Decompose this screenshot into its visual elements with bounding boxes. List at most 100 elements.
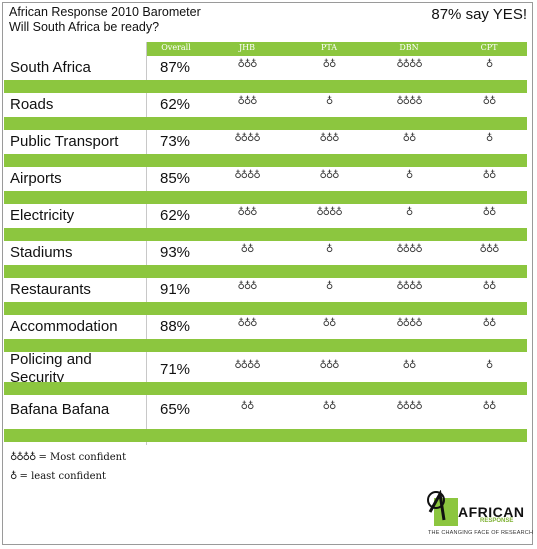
col-overall: Overall	[161, 43, 191, 52]
table-header: Overall JHB PTA DBN CPT	[4, 42, 527, 56]
overall-percent: 62%	[160, 207, 191, 224]
confidence-icons-dbn: ♁♁♁♁	[396, 96, 422, 107]
confidence-icons-dbn: ♁♁♁♁	[396, 281, 422, 292]
table-row: Public Transport 73% ♁♁♁♁ ♁♁♁ ♁♁ ♁	[4, 130, 527, 154]
confidence-icons-pta: ♁	[325, 281, 333, 292]
confidence-icons-pta: ♁	[325, 96, 333, 107]
confidence-icons-pta: ♁♁♁	[319, 170, 340, 181]
confidence-icons-jhb: ♁♁♁♁	[234, 170, 260, 181]
overall-percent: 73%	[160, 133, 191, 150]
confidence-icons-cpt: ♁♁♁	[479, 244, 500, 255]
confidence-icons-dbn: ♁♁♁♁	[396, 59, 422, 70]
confidence-icons-dbn: ♁♁♁♁	[396, 401, 422, 412]
confidence-icons-cpt: ♁♁	[482, 96, 497, 107]
row-label: Accommodation	[10, 318, 118, 335]
confidence-icons-dbn: ♁	[405, 170, 413, 181]
confidence-icons-dbn: ♁	[405, 207, 413, 218]
overall-percent: 71%	[160, 361, 191, 378]
logo-mark-icon	[427, 490, 458, 526]
confidence-icons-pta: ♁♁	[322, 401, 337, 412]
headline-stat: 87% say YES!	[431, 6, 527, 23]
confidence-icons-cpt: ♁	[485, 59, 493, 70]
row-separator-bar	[4, 154, 527, 167]
row-label-line-2: Security	[10, 369, 65, 386]
row-label: Public Transport	[10, 133, 119, 150]
confidence-icons-pta: ♁♁♁♁	[316, 207, 342, 218]
legend-least: ♁ = least confident	[10, 471, 106, 482]
confidence-icons-cpt: ♁♁	[482, 401, 497, 412]
row-label: Roads	[10, 96, 54, 113]
row-label: South Africa	[10, 59, 91, 76]
row-separator-bar	[4, 117, 527, 130]
row-label: Bafana Bafana	[10, 401, 110, 418]
african-response-logo: AFRICAN RESPONSE THE CHANGING FACE OF RE…	[420, 488, 534, 540]
table-row: Policing and Security 71% ♁♁♁♁ ♁♁♁ ♁♁ ♁	[4, 351, 527, 388]
confidence-icons-cpt: ♁♁	[482, 318, 497, 329]
logo-tagline: THE CHANGING FACE OF RESEARCH	[428, 530, 534, 536]
row-separator-bar	[4, 382, 527, 395]
row-separator-bar	[4, 429, 527, 442]
table-row: Restaurants 91% ♁♁♁ ♁ ♁♁♁♁ ♁♁	[4, 278, 527, 302]
icon-most: ♁♁♁♁	[10, 452, 36, 463]
confidence-icons-pta: ♁♁	[322, 318, 337, 329]
table-row: Electricity 62% ♁♁♁ ♁♁♁♁ ♁ ♁♁	[4, 204, 527, 228]
confidence-icons-jhb: ♁♁♁	[237, 318, 258, 329]
row-separator-bar	[4, 191, 527, 204]
legend-most-text: = Most confident	[38, 452, 127, 463]
confidence-icons-jhb: ♁♁♁♁	[234, 360, 260, 371]
table-row: Stadiums 93% ♁♁ ♁ ♁♁♁♁ ♁♁♁	[4, 241, 527, 265]
confidence-icons-pta: ♁♁♁	[319, 360, 340, 371]
confidence-icons-jhb: ♁♁♁	[237, 96, 258, 107]
overall-percent: 91%	[160, 281, 191, 298]
table-row: Accommodation 88% ♁♁♁ ♁♁ ♁♁♁♁ ♁♁	[4, 315, 527, 339]
overall-percent: 88%	[160, 318, 191, 335]
row-label: Stadiums	[10, 244, 73, 261]
confidence-icons-pta: ♁♁	[322, 59, 337, 70]
overall-percent: 65%	[160, 401, 191, 418]
row-separator-bar	[4, 339, 527, 352]
confidence-icons-dbn: ♁♁	[402, 133, 417, 144]
row-label: Restaurants	[10, 281, 91, 298]
overall-percent: 87%	[160, 59, 191, 76]
confidence-icons-jhb: ♁♁♁	[237, 281, 258, 292]
confidence-icons-pta: ♁♁♁	[319, 133, 340, 144]
table-row: South Africa 87% ♁♁♁ ♁♁ ♁♁♁♁ ♁	[4, 56, 527, 80]
col-jhb: JHB	[238, 43, 256, 52]
row-separator-bar	[4, 80, 527, 93]
col-pta: PTA	[320, 43, 338, 52]
column-divider	[146, 42, 147, 445]
row-label: Electricity	[10, 207, 75, 224]
title-line-2: Will South Africa be ready?	[9, 20, 160, 34]
confidence-icons-jhb: ♁♁	[240, 401, 255, 412]
confidence-icons-dbn: ♁♁♁♁	[396, 318, 422, 329]
confidence-icons-dbn: ♁♁	[402, 360, 417, 371]
confidence-icons-pta: ♁	[325, 244, 333, 255]
confidence-icons-cpt: ♁♁	[482, 170, 497, 181]
icon-least: ♁	[10, 471, 17, 482]
col-cpt: CPT	[480, 43, 498, 52]
row-label-line-1: Policing and	[10, 351, 92, 368]
confidence-icons-cpt: ♁	[485, 360, 493, 371]
title-line-1: African Response 2010 Barometer	[9, 5, 201, 19]
overall-percent: 62%	[160, 96, 191, 113]
logo-brand: AFRICAN	[458, 504, 525, 520]
table-row: Bafana Bafana 65% ♁♁ ♁♁ ♁♁♁♁ ♁♁	[4, 398, 527, 422]
confidence-icons-cpt: ♁	[485, 133, 493, 144]
overall-percent: 85%	[160, 170, 191, 187]
confidence-icons-jhb: ♁♁	[240, 244, 255, 255]
confidence-icons-jhb: ♁♁♁	[237, 59, 258, 70]
confidence-icons-jhb: ♁♁♁♁	[234, 133, 260, 144]
row-separator-bar	[4, 228, 527, 241]
col-dbn: DBN	[399, 43, 419, 52]
barometer-title: African Response 2010 Barometer Will Sou…	[9, 5, 201, 35]
row-separator-bar	[4, 302, 527, 315]
confidence-icons-dbn: ♁♁♁♁	[396, 244, 422, 255]
row-label: Policing and Security	[10, 351, 92, 387]
table-row: Airports 85% ♁♁♁♁ ♁♁♁ ♁ ♁♁	[4, 167, 527, 191]
header-bar	[147, 42, 527, 56]
confidence-icons-cpt: ♁♁	[482, 207, 497, 218]
logo-sub: RESPONSE	[480, 518, 514, 524]
table-row: Roads 62% ♁♁♁ ♁ ♁♁♁♁ ♁♁	[4, 93, 527, 117]
confidence-icons-cpt: ♁♁	[482, 281, 497, 292]
legend-least-text: = least confident	[19, 471, 106, 482]
